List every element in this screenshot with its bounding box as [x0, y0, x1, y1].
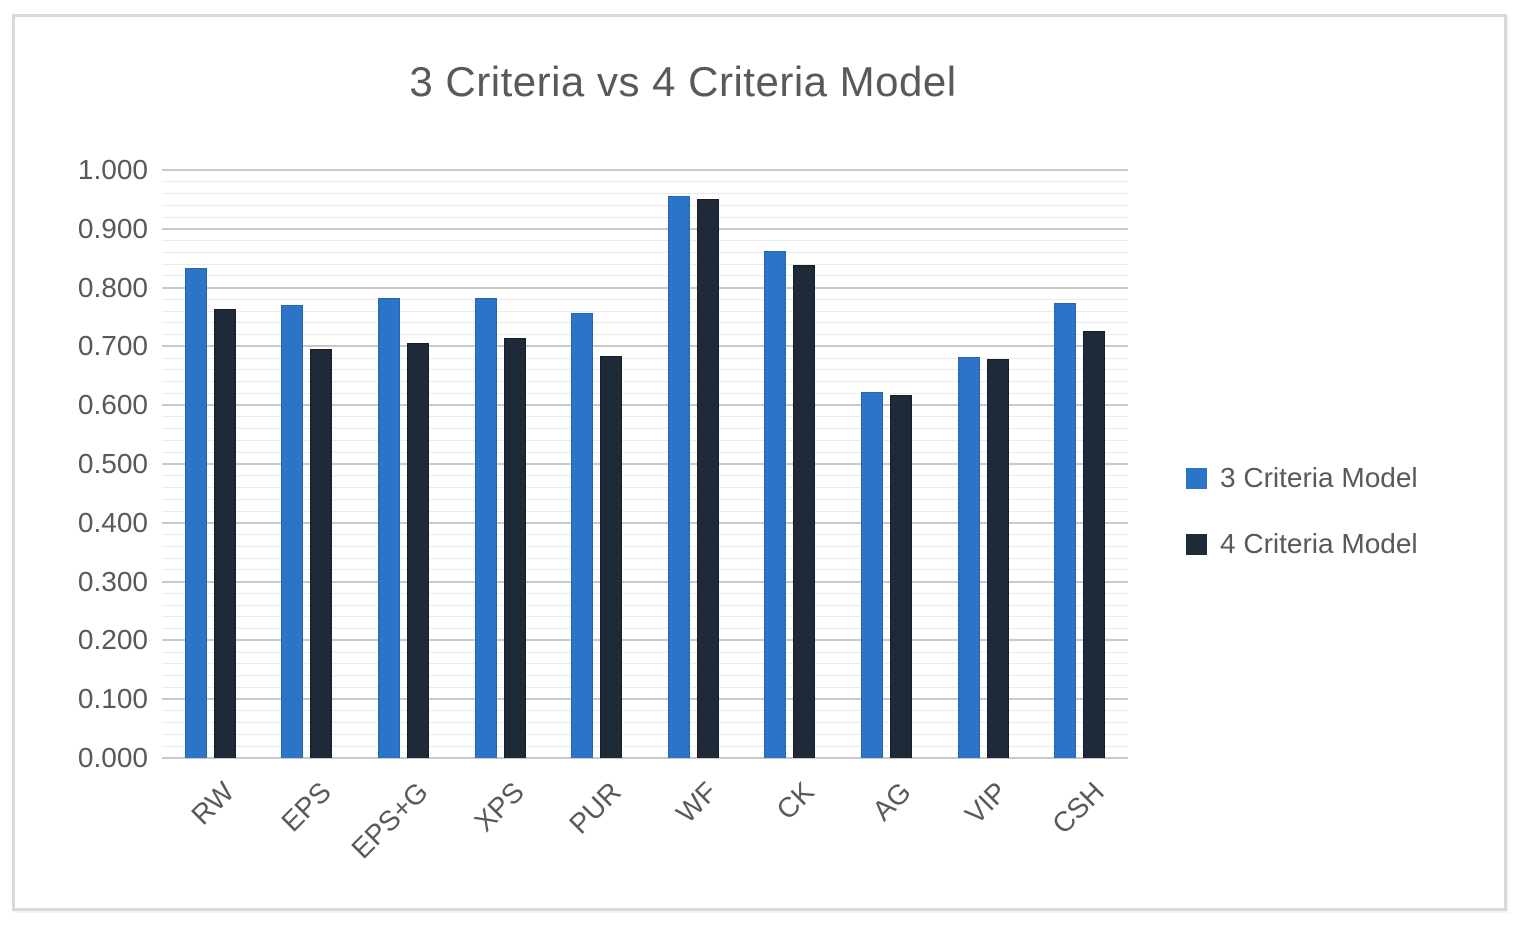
minor-gridline — [162, 275, 1128, 277]
legend-entry-3-criteria: 3 Criteria Model — [1186, 462, 1418, 494]
minor-gridline — [162, 204, 1128, 206]
minor-gridline — [162, 733, 1128, 735]
minor-gridline — [162, 381, 1128, 383]
minor-gridline — [162, 416, 1128, 418]
bar-rw-series-2 — [213, 308, 236, 758]
minor-gridline — [162, 334, 1128, 336]
bar-csh-series-1 — [1054, 302, 1077, 758]
major-gridline — [162, 521, 1128, 524]
minor-gridline — [162, 451, 1128, 453]
minor-gridline — [162, 569, 1128, 571]
minor-gridline — [162, 439, 1128, 441]
bar-pur-series-1 — [571, 312, 594, 758]
legend-label-4-criteria: 4 Criteria Model — [1220, 528, 1418, 559]
minor-gridline — [162, 628, 1128, 630]
bar-ck-series-1 — [764, 251, 787, 758]
minor-gridline — [162, 604, 1128, 606]
legend-swatch-3-criteria-icon — [1186, 467, 1207, 489]
y-axis-tick-label: 0.500 — [77, 448, 148, 479]
minor-gridline — [162, 663, 1128, 665]
bar-xps-series-2 — [503, 338, 526, 758]
minor-gridline — [162, 310, 1128, 312]
bar-csh-series-2 — [1083, 330, 1106, 758]
bar-rw-series-1 — [184, 268, 207, 758]
major-gridline — [162, 580, 1128, 583]
y-axis-tick-label: 0.200 — [77, 624, 148, 656]
legend-entry-4-criteria: 4 Criteria Model — [1186, 528, 1418, 560]
minor-gridline — [162, 251, 1128, 253]
major-gridline — [162, 286, 1128, 289]
y-axis-tick-label: 0.900 — [77, 212, 148, 244]
y-axis-tick-label: 0.400 — [77, 506, 148, 538]
minor-gridline — [162, 428, 1128, 430]
minor-gridline — [162, 193, 1128, 195]
minor-gridline — [162, 534, 1128, 536]
minor-gridline — [162, 240, 1128, 242]
minor-gridline — [162, 545, 1128, 547]
minor-gridline — [162, 181, 1128, 183]
legend-swatch-4-criteria-icon — [1186, 533, 1207, 555]
minor-gridline — [162, 298, 1128, 300]
major-gridline — [162, 404, 1128, 407]
bar-eps-series-2 — [310, 348, 333, 758]
minor-gridline — [162, 710, 1128, 712]
minor-gridline — [162, 592, 1128, 594]
minor-gridline — [162, 557, 1128, 559]
y-axis-tick-label: 0.000 — [77, 742, 148, 773]
minor-gridline — [162, 616, 1128, 618]
bar-vip-series-1 — [957, 356, 980, 758]
bar-eps-series-1 — [281, 305, 304, 758]
minor-gridline — [162, 263, 1128, 265]
bar-ag-series-1 — [861, 392, 883, 758]
y-axis-tick-label: 0.100 — [77, 683, 148, 715]
minor-gridline — [162, 322, 1128, 324]
bar-pur-series-2 — [600, 356, 623, 758]
legend: 3 Criteria Model 4 Criteria Model — [1186, 462, 1418, 560]
minor-gridline — [162, 392, 1128, 394]
major-gridline — [162, 757, 1128, 759]
minor-gridline — [162, 722, 1128, 724]
y-axis-tick-label: 0.300 — [77, 565, 148, 597]
y-axis-tick-label: 0.800 — [77, 271, 148, 303]
bar-ck-series-2 — [793, 265, 816, 758]
y-axis-tick-label: 0.700 — [77, 330, 148, 362]
bar-wf-series-2 — [696, 198, 719, 758]
major-gridline — [162, 639, 1128, 642]
legend-label-3-criteria: 3 Criteria Model — [1220, 462, 1418, 493]
y-axis-tick-label: 0.600 — [77, 389, 148, 421]
bar-xps-series-1 — [474, 298, 497, 758]
minor-gridline — [162, 686, 1128, 688]
minor-gridline — [162, 651, 1128, 653]
bar-wf-series-1 — [667, 196, 690, 758]
minor-gridline — [162, 357, 1128, 359]
chart-title: 3 Criteria vs 4 Criteria Model — [409, 58, 957, 105]
bar-epsplusg-series-1 — [378, 298, 400, 758]
bar-epsplusg-series-2 — [407, 342, 429, 758]
chart-border-frame — [12, 14, 1507, 911]
bar-vip-series-2 — [986, 358, 1009, 758]
major-gridline — [162, 169, 1128, 171]
minor-gridline — [162, 475, 1128, 477]
minor-gridline — [162, 510, 1128, 512]
major-gridline — [162, 698, 1128, 701]
minor-gridline — [162, 487, 1128, 489]
y-axis-tick-label: 1.000 — [77, 154, 148, 185]
major-gridline — [162, 463, 1128, 465]
major-gridline — [162, 345, 1128, 348]
bar-ag-series-2 — [890, 395, 912, 758]
minor-gridline — [162, 498, 1128, 500]
minor-gridline — [162, 216, 1128, 218]
major-gridline — [162, 227, 1128, 230]
minor-gridline — [162, 369, 1128, 371]
minor-gridline — [162, 675, 1128, 677]
minor-gridline — [162, 745, 1128, 747]
